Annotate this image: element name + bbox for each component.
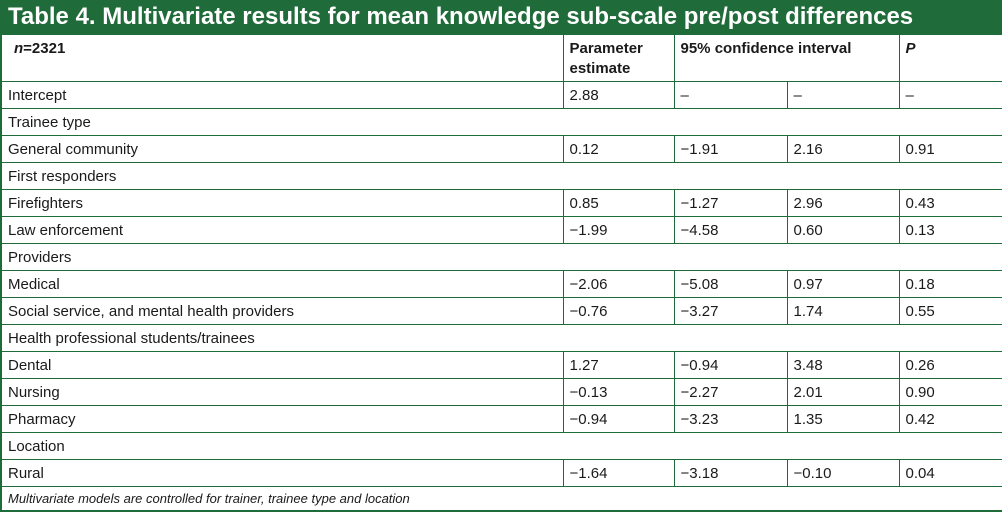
ci-upper-cell: – — [786, 81, 900, 109]
section-header-row: Trainee type — [0, 108, 1002, 136]
section-label: Health professional students/trainees — [0, 324, 1002, 352]
p-value-cell: 0.91 — [898, 135, 1002, 163]
ci-lower-cell: −2.27 — [673, 378, 788, 406]
parameter-estimate-cell: 0.85 — [562, 189, 675, 217]
ci-upper-cell: 0.60 — [786, 216, 900, 244]
table-title: Table 4. Multivariate results for mean k… — [0, 0, 1002, 34]
table-row: Pharmacy −0.94 −3.23 1.35 0.42 — [0, 405, 1002, 433]
table-row: Nursing −0.13 −2.27 2.01 0.90 — [0, 378, 1002, 406]
ci-upper-cell: 3.48 — [786, 351, 900, 379]
parameter-estimate-cell: −1.64 — [562, 459, 675, 487]
ci-lower-cell: −3.27 — [673, 297, 788, 325]
section-header-row: First responders — [0, 162, 1002, 190]
p-value-cell: – — [898, 81, 1002, 109]
table-footnote: Multivariate models are controlled for t… — [0, 486, 1002, 512]
section-header-row: Providers — [0, 243, 1002, 271]
p-value-cell: 0.90 — [898, 378, 1002, 406]
table-row: Firefighters 0.85 −1.27 2.96 0.43 — [0, 189, 1002, 217]
ci-upper-cell: 1.35 — [786, 405, 900, 433]
p-value-cell: 0.55 — [898, 297, 1002, 325]
parameter-estimate-cell: −0.13 — [562, 378, 675, 406]
section-label: Trainee type — [0, 108, 1002, 136]
ci-upper-cell: −0.10 — [786, 459, 900, 487]
row-label: Intercept — [0, 81, 564, 109]
table-row: Medical −2.06 −5.08 0.97 0.18 — [0, 270, 1002, 298]
p-value-header: P — [898, 34, 1002, 82]
parameter-estimate-cell: −2.06 — [562, 270, 675, 298]
parameter-estimate-cell: 0.12 — [562, 135, 675, 163]
row-label: Law enforcement — [0, 216, 564, 244]
p-value-cell: 0.04 — [898, 459, 1002, 487]
ci-lower-cell: – — [673, 81, 788, 109]
section-header-row: Location — [0, 432, 1002, 460]
section-header-row: Health professional students/trainees — [0, 324, 1002, 352]
p-value-cell: 0.13 — [898, 216, 1002, 244]
section-label: Providers — [0, 243, 1002, 271]
confidence-interval-header: 95% confidence interval — [673, 34, 900, 82]
table-row: Rural −1.64 −3.18 −0.10 0.04 — [0, 459, 1002, 487]
ci-upper-cell: 2.16 — [786, 135, 900, 163]
ci-upper-cell: 2.01 — [786, 378, 900, 406]
table-header-row: n=2321 Parameter estimate 95% confidence… — [0, 34, 1002, 82]
p-value-cell: 0.18 — [898, 270, 1002, 298]
parameter-estimate-cell: −1.99 — [562, 216, 675, 244]
ci-upper-cell: 0.97 — [786, 270, 900, 298]
parameter-estimate-cell: 1.27 — [562, 351, 675, 379]
row-label: Medical — [0, 270, 564, 298]
row-label: Social service, and mental health provid… — [0, 297, 564, 325]
parameter-estimate-cell: 2.88 — [562, 81, 675, 109]
parameter-estimate-header: Parameter estimate — [562, 34, 675, 82]
results-table: n=2321 Parameter estimate 95% confidence… — [0, 34, 1002, 512]
parameter-estimate-cell: −0.76 — [562, 297, 675, 325]
row-label: Pharmacy — [0, 405, 564, 433]
table-row: Social service, and mental health provid… — [0, 297, 1002, 325]
ci-lower-cell: −3.18 — [673, 459, 788, 487]
sample-size-value: =2321 — [23, 40, 66, 57]
ci-lower-cell: −1.91 — [673, 135, 788, 163]
ci-lower-cell: −5.08 — [673, 270, 788, 298]
p-value-cell: 0.26 — [898, 351, 1002, 379]
sample-size-header: n=2321 — [0, 34, 564, 82]
row-label: Dental — [0, 351, 564, 379]
p-value-cell: 0.43 — [898, 189, 1002, 217]
row-label: Nursing — [0, 378, 564, 406]
ci-lower-cell: −4.58 — [673, 216, 788, 244]
table-row: Intercept 2.88– – – — [0, 81, 1002, 109]
ci-upper-cell: 1.74 — [786, 297, 900, 325]
section-label: Location — [0, 432, 1002, 460]
sample-size-symbol: n — [14, 40, 24, 57]
footnote-row: Multivariate models are controlled for t… — [0, 486, 1002, 512]
row-label: General community — [0, 135, 564, 163]
section-label: First responders — [0, 162, 1002, 190]
ci-lower-cell: −0.94 — [673, 351, 788, 379]
p-value-cell: 0.42 — [898, 405, 1002, 433]
parameter-estimate-cell: −0.94 — [562, 405, 675, 433]
table-row: Law enforcement −1.99 −4.58 0.60 0.13 — [0, 216, 1002, 244]
ci-upper-cell: 2.96 — [786, 189, 900, 217]
table-row: General community 0.12 −1.91 2.16 0.91 — [0, 135, 1002, 163]
row-label: Rural — [0, 459, 564, 487]
row-label: Firefighters — [0, 189, 564, 217]
ci-lower-cell: −3.23 — [673, 405, 788, 433]
ci-lower-cell: −1.27 — [673, 189, 788, 217]
table-row: Dental 1.27 −0.94 3.48 0.26 — [0, 351, 1002, 379]
